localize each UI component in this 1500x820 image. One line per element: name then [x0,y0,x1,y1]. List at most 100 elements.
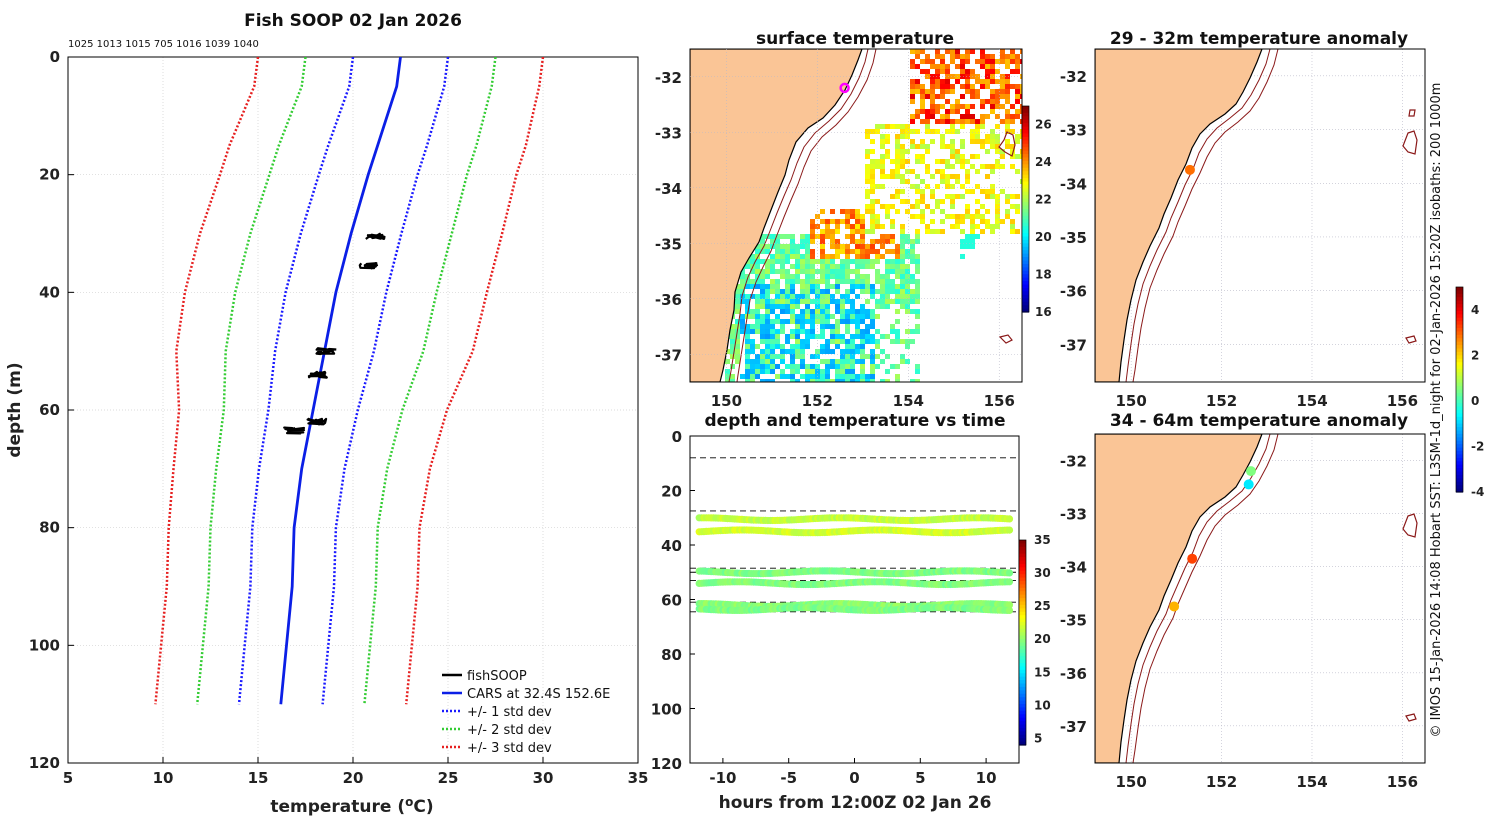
sst-cell [870,359,875,364]
sst-cell [760,324,765,329]
sst-cell [910,59,915,64]
sst-cell [920,109,925,114]
sst-cell [955,54,960,59]
sst-cell [945,89,950,94]
sst-cell [760,314,765,319]
sst-cell [900,354,905,359]
sst-cell [1010,59,1015,64]
sst-cell [895,244,900,249]
sst-cell [825,279,830,284]
sst-cell [885,369,890,374]
sst-cell [865,209,870,214]
sst-cell [860,274,865,279]
sst-cell [820,264,825,269]
colorbar-segment [1456,481,1463,486]
sst-cell [965,204,970,209]
sst-cell [995,159,1000,164]
sst-cell [990,69,995,74]
sst-cell [980,139,985,144]
sst-cell [780,289,785,294]
sst-cell [865,249,870,254]
sst-cell [900,254,905,259]
sst-cell [835,374,840,379]
sst-cell [840,304,845,309]
sst-cell [790,379,795,382]
sst-cell [750,374,755,379]
sst-cell [910,169,915,174]
sst-cell [895,274,900,279]
sst-cell [940,59,945,64]
sst-cell [915,49,920,54]
sst-cell [795,349,800,354]
sst-cell [960,144,965,149]
sst-cell [745,344,750,349]
sst-cell [970,84,975,89]
sst-cell [750,359,755,364]
sst-cell [830,234,835,239]
sst-cell [795,319,800,324]
sst-cell [910,379,915,382]
colorbar-segment [1456,341,1463,346]
anom1-ticks: 150 152 154 156-32-33-34-35-36-37 [1060,68,1418,410]
sst-cell [910,249,915,254]
sst-cell [840,339,845,344]
sst-cell [785,334,790,339]
colorbar-segment [1456,403,1463,408]
sst-cell [995,219,1000,224]
sst-cell [960,159,965,164]
colorbar-segment [1456,310,1463,315]
lat-tick-label: -34 [1060,175,1087,193]
sst-cell [870,319,875,324]
sst-cell [990,79,995,84]
sst-cell [830,239,835,244]
sst-cell [810,369,815,374]
sst-cell [850,369,855,374]
sst-cell [850,344,855,349]
sst-cell [930,109,935,114]
sst-cell [815,369,820,374]
sst-cell [1020,149,1022,154]
sst-cell [945,129,950,134]
anom2-map [1095,434,1425,763]
sst-cell [945,194,950,199]
sst-cell [880,174,885,179]
anomaly-point [1184,164,1195,175]
sst-cell [895,374,900,379]
sst-cell [870,239,875,244]
sst-cell [920,219,925,224]
sst-cell [915,369,920,374]
sst-cell [840,374,845,379]
sst-cell [890,324,895,329]
colorbar-segment [1022,253,1029,258]
sst-cell [845,324,850,329]
sst-cell [960,64,965,69]
sst-cell [970,94,975,99]
sst-cell [960,194,965,199]
sst-cell [785,249,790,254]
sst-cell [995,164,1000,169]
lon-tick-label: 152 [802,392,833,410]
sst-cell [980,99,985,104]
sst-cell [825,294,830,299]
colorbar-tick-label: 2 [1471,348,1479,362]
sst-cell [890,234,895,239]
colorbar-segment [1019,649,1026,654]
lon-tick-label: 150 [1116,773,1147,791]
sst-cell [730,379,735,382]
sst-cell [875,279,880,284]
sst-cell [830,269,835,274]
sst-cell [830,334,835,339]
sst-cell [900,159,905,164]
x-tick-label: 10 [976,769,997,787]
sst-cell [805,304,810,309]
sst-cell [1005,139,1010,144]
sst-cell [890,204,895,209]
sst-cell [825,324,830,329]
sst-cell [905,134,910,139]
colorbar-segment [1022,181,1029,186]
sst-cell [905,254,910,259]
sst-cell [845,319,850,324]
y-tick-label: 20 [661,483,682,501]
sst-cell [965,74,970,79]
sst-cell [765,274,770,279]
